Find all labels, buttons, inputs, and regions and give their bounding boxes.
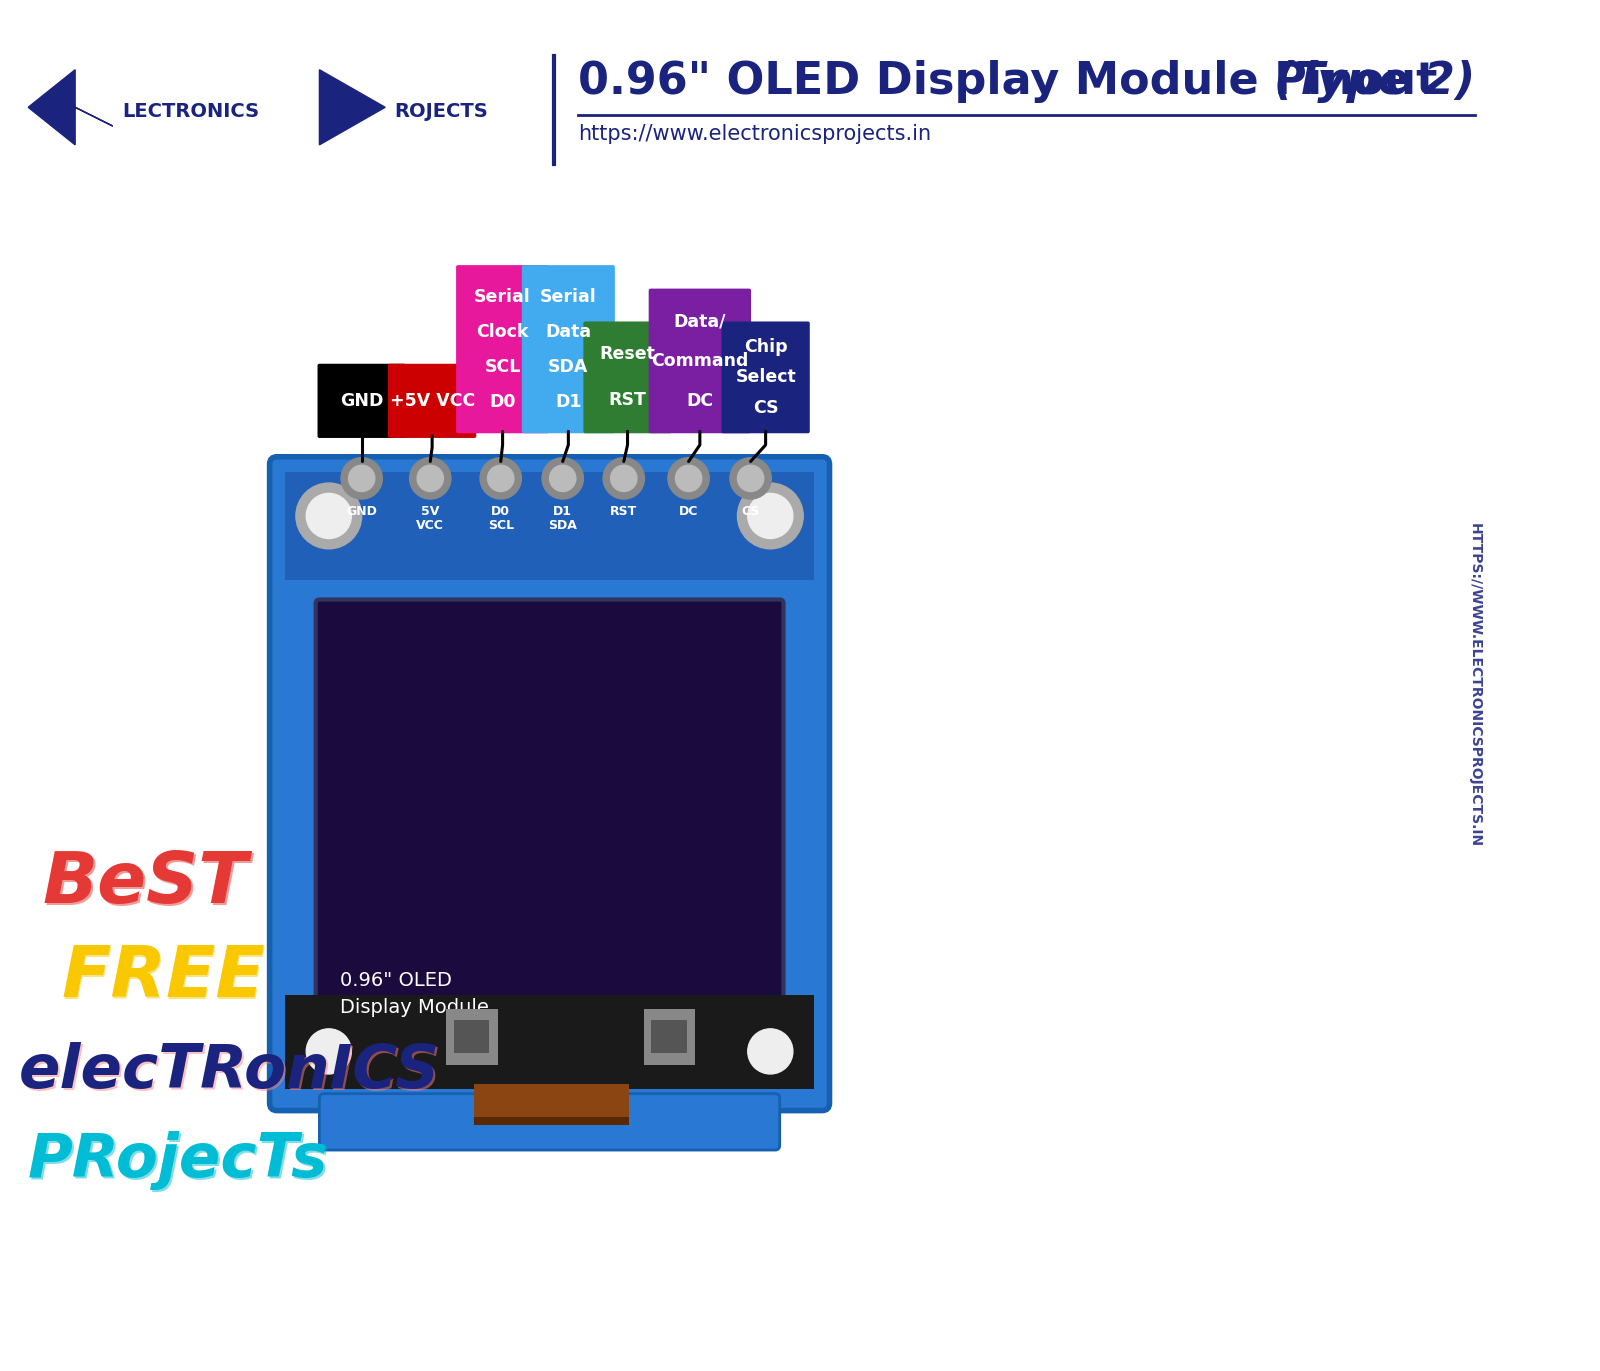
Text: D0: D0 [490, 392, 515, 410]
Text: PRojecTs: PRojecTs [29, 1131, 328, 1190]
Circle shape [410, 458, 451, 499]
FancyBboxPatch shape [320, 1094, 779, 1150]
Text: Data: Data [546, 322, 592, 341]
Text: elecTRonICS: elecTRonICS [19, 1042, 440, 1101]
Text: Clock: Clock [477, 322, 528, 341]
FancyBboxPatch shape [270, 457, 829, 1111]
Circle shape [418, 465, 443, 492]
Text: DC: DC [678, 505, 698, 518]
Circle shape [480, 458, 522, 499]
Bar [643, 1009, 694, 1065]
Text: https://www.electronicsprojects.in: https://www.electronicsprojects.in [578, 125, 931, 144]
Circle shape [667, 458, 709, 499]
Text: RST: RST [608, 391, 646, 410]
Text: DC: DC [686, 392, 714, 410]
Text: Data/: Data/ [674, 313, 726, 330]
Circle shape [549, 465, 576, 492]
Text: GND: GND [339, 392, 384, 410]
FancyBboxPatch shape [387, 363, 477, 437]
Circle shape [603, 458, 645, 499]
Text: SDA: SDA [549, 358, 589, 376]
Text: (Type 2): (Type 2) [1274, 60, 1475, 103]
Text: 0.96" OLED Display Module Pinout: 0.96" OLED Display Module Pinout [578, 60, 1437, 103]
Text: ROJECTS: ROJECTS [395, 103, 488, 122]
Circle shape [730, 458, 771, 499]
Text: BeST: BeST [45, 851, 250, 920]
Circle shape [306, 1028, 352, 1073]
Text: +5V VCC: +5V VCC [389, 392, 475, 410]
Text: RST: RST [610, 505, 637, 518]
FancyBboxPatch shape [315, 599, 784, 1049]
Text: D1: D1 [555, 392, 582, 410]
Circle shape [675, 465, 702, 492]
Text: Serial: Serial [474, 288, 531, 306]
Text: Reset: Reset [600, 345, 656, 363]
Bar [475, 1117, 629, 1124]
Text: FREE: FREE [62, 945, 267, 1015]
Bar [446, 1009, 498, 1065]
Text: PRojecTs: PRojecTs [30, 1134, 331, 1193]
Text: Select: Select [736, 369, 797, 387]
Circle shape [488, 465, 514, 492]
Text: Command: Command [651, 352, 749, 370]
Text: CS: CS [741, 505, 760, 518]
Circle shape [611, 465, 637, 492]
Text: Serial: Serial [539, 288, 597, 306]
Text: elecTRonICS: elecTRonICS [21, 1043, 442, 1102]
Circle shape [747, 494, 794, 539]
FancyBboxPatch shape [648, 288, 750, 433]
Text: D0
SCL: D0 SCL [488, 505, 514, 532]
Text: 0.96" OLED
Display Module: 0.96" OLED Display Module [341, 971, 490, 1017]
Text: Chip: Chip [744, 337, 787, 355]
Text: LECTRONICS: LECTRONICS [122, 103, 259, 122]
Bar [651, 1020, 686, 1053]
Text: GND: GND [346, 505, 378, 518]
Bar [454, 1020, 490, 1053]
Circle shape [738, 483, 803, 548]
Bar [285, 472, 814, 580]
FancyBboxPatch shape [584, 321, 672, 433]
FancyBboxPatch shape [456, 265, 549, 433]
FancyBboxPatch shape [522, 265, 614, 433]
Circle shape [747, 1028, 794, 1073]
Text: HTTPS://WWW.ELECTRONICSPROJECTS.IN: HTTPS://WWW.ELECTRONICSPROJECTS.IN [1467, 522, 1482, 847]
Bar [475, 1084, 629, 1117]
FancyBboxPatch shape [317, 363, 406, 437]
Polygon shape [29, 70, 112, 145]
Circle shape [296, 1019, 362, 1084]
Polygon shape [320, 70, 386, 145]
Circle shape [349, 465, 374, 492]
Circle shape [341, 458, 382, 499]
Text: D1
SDA: D1 SDA [549, 505, 578, 532]
Circle shape [738, 465, 763, 492]
Circle shape [306, 494, 352, 539]
Circle shape [296, 483, 362, 548]
Text: FREE: FREE [61, 943, 266, 1012]
FancyBboxPatch shape [722, 321, 810, 433]
Text: CS: CS [754, 399, 779, 417]
Text: SCL: SCL [485, 358, 520, 376]
Text: BeST: BeST [42, 850, 248, 919]
Circle shape [542, 458, 584, 499]
Circle shape [738, 1019, 803, 1084]
Text: 5V
VCC: 5V VCC [416, 505, 445, 532]
Bar [285, 995, 814, 1089]
